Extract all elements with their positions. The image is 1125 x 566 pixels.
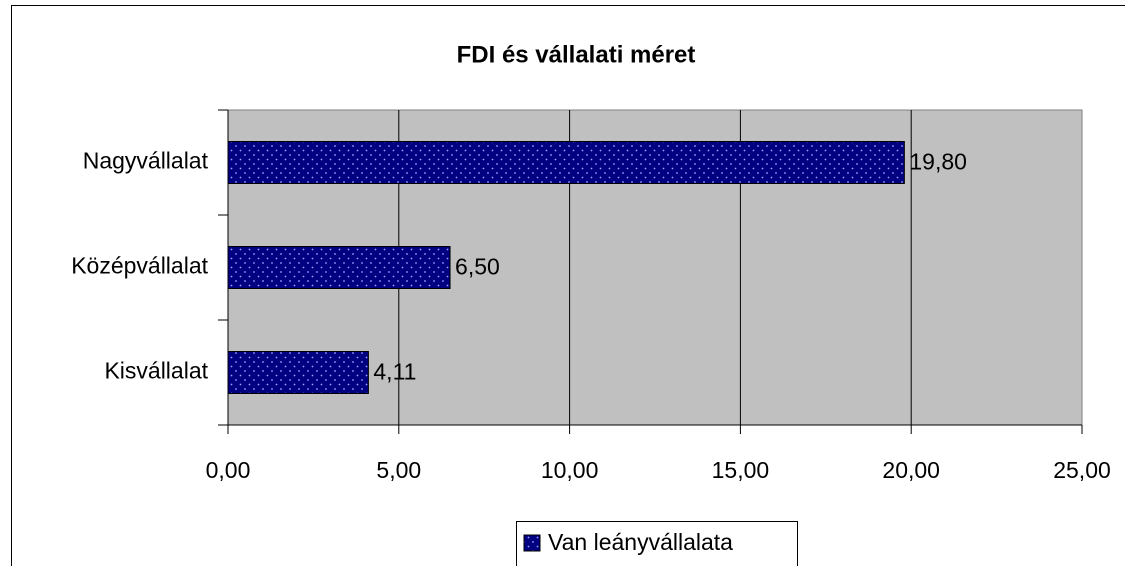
bar [227,351,369,394]
legend-box [516,521,798,566]
value-label: 4,11 [373,359,416,385]
value-label: 6,50 [455,254,500,280]
x-tick-label: 15,00 [712,457,770,483]
y-tick-label: Középvállalat [71,253,208,279]
legend-swatch [523,534,541,552]
chart-title: FDI és vállalati méret [457,41,696,68]
y-tick-label: Kisvállalat [104,358,208,384]
x-tick-label: 5,00 [376,457,421,483]
x-tick-label: 0,00 [206,457,251,483]
value-label: 19,80 [909,149,967,175]
x-tick-label: 20,00 [882,457,940,483]
y-tick-label: Nagyvállalat [83,148,209,174]
legend-label: Van leányvállalata [548,529,733,555]
bar [227,141,905,184]
x-tick-label: 10,00 [541,457,599,483]
bar [227,246,451,289]
x-tick-label: 25,00 [1053,457,1111,483]
